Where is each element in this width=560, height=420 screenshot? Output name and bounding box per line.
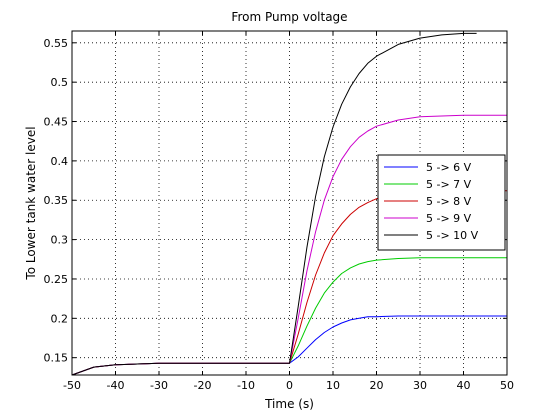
y-axis-ticks: 0.15 0.2 0.25 0.3 0.35 0.4 0.45 0.5 0.55 — [44, 37, 507, 365]
x-tick-label: -50 — [63, 379, 81, 392]
y-tick-label: 0.45 — [44, 116, 69, 129]
x-tick-label: -40 — [107, 379, 125, 392]
x-axis-label: Time (s) — [264, 397, 314, 411]
x-tick-label: 40 — [457, 379, 471, 392]
legend-box — [377, 154, 506, 251]
x-axis-ticks: -50 -40 -30 -20 -10 0 10 20 30 40 50 — [63, 31, 514, 392]
legend-label: 5 -> 8 V — [426, 195, 472, 208]
legend-label: 5 -> 6 V — [426, 161, 472, 174]
y-tick-label: 0.2 — [51, 312, 69, 325]
y-axis-label: To Lower tank water level — [24, 126, 38, 280]
legend: 5 -> 6 V 5 -> 7 V 5 -> 8 V 5 -> 9 V 5 -> 10 … — [377, 154, 506, 251]
legend-label: 5 -> 9 V — [426, 212, 472, 225]
x-tick-label: 30 — [413, 379, 427, 392]
legend-label: 5 -> 10 V — [426, 229, 479, 242]
y-tick-label: 0.4 — [51, 155, 69, 168]
legend-label: 5 -> 7 V — [426, 178, 472, 191]
y-tick-label: 0.35 — [44, 194, 69, 207]
series-line-5 — [71, 32, 477, 376]
x-tick-label: -10 — [237, 379, 255, 392]
chart-title: From Pump voltage — [231, 10, 347, 24]
x-tick-label: 0 — [286, 379, 293, 392]
y-tick-label: 0.5 — [51, 76, 69, 89]
x-tick-label: -30 — [150, 379, 168, 392]
x-tick-label: 10 — [326, 379, 340, 392]
y-tick-label: 0.15 — [44, 352, 69, 365]
x-tick-label: 50 — [500, 379, 514, 392]
y-tick-label: 0.55 — [44, 37, 69, 50]
y-tick-label: 0.3 — [51, 234, 69, 247]
x-tick-label: 20 — [370, 379, 384, 392]
y-tick-label: 0.25 — [44, 273, 69, 286]
x-tick-label: -20 — [194, 379, 212, 392]
